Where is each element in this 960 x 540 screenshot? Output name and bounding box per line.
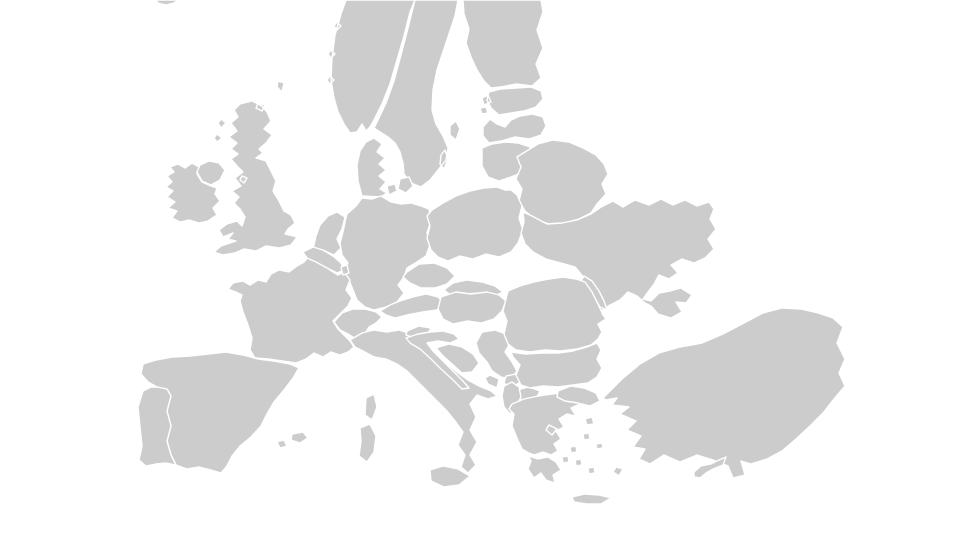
- country-romania: [502, 276, 607, 353]
- country-portugal: [137, 386, 177, 467]
- country-czechia: [402, 262, 456, 289]
- country-france: [227, 254, 378, 421]
- country-croatia: [405, 330, 470, 390]
- country-montenegro: [484, 374, 500, 389]
- country-ireland: [165, 162, 221, 224]
- country-estonia: [479, 86, 544, 116]
- country-united-kingdom: [196, 80, 298, 256]
- country-switzerland: [333, 308, 383, 340]
- country-luxembourg: [340, 264, 350, 276]
- country-bosnia-and-herzegovina: [435, 343, 480, 374]
- country-italy: [349, 329, 498, 488]
- country-turkey: [556, 307, 846, 479]
- country-bulgaria: [510, 342, 603, 389]
- country-latvia: [482, 113, 547, 144]
- country-sweden: [373, 0, 461, 188]
- country-cyprus: [693, 456, 727, 479]
- country-poland: [426, 186, 524, 262]
- country-germany: [339, 195, 432, 311]
- country-finland: [462, 0, 544, 89]
- country-belarus: [515, 139, 609, 225]
- country-norway: [326, 0, 416, 134]
- country-denmark: [356, 137, 414, 198]
- country-iceland-fragment: [155, 0, 179, 6]
- country-greece: [508, 391, 624, 505]
- country-hungary: [437, 291, 507, 325]
